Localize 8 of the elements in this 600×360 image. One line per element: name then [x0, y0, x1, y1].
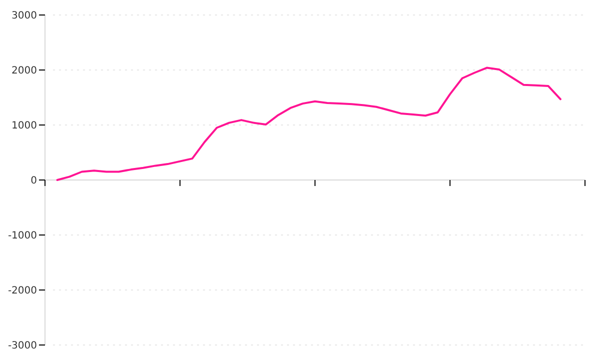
- y-tick-label: -1000: [8, 230, 37, 242]
- y-tick-label: 3000: [12, 10, 37, 22]
- y-tick-label: -3000: [8, 340, 37, 352]
- y-tick-label: 1000: [12, 120, 37, 132]
- line-series: [56, 66, 562, 181]
- y-tick-label: 2000: [12, 66, 37, 76]
- y-tick-label: -2000: [8, 286, 37, 296]
- y-tick-label: 0: [30, 176, 37, 186]
